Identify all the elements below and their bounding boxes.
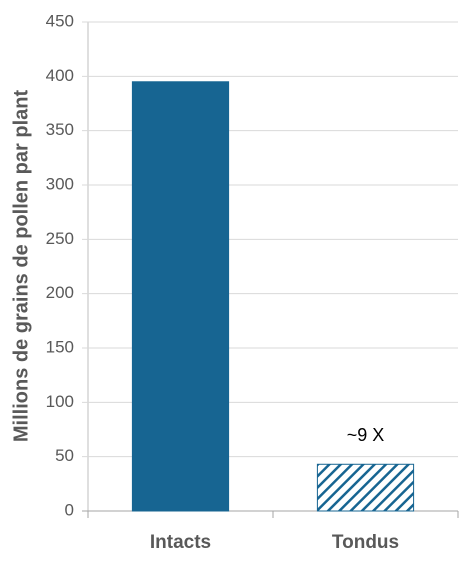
x-tick-label: Tondus — [332, 532, 399, 553]
y-tick-label: 400 — [46, 66, 74, 85]
y-tick-label: 50 — [55, 446, 74, 465]
annotation: ~9 X — [347, 425, 385, 445]
y-tick-label: 300 — [46, 174, 74, 193]
y-tick-label: 350 — [46, 120, 74, 139]
y-tick-label: 450 — [46, 11, 74, 30]
y-tick-label: 150 — [46, 337, 74, 356]
y-tick-label: 0 — [65, 500, 74, 519]
y-tick-label: 250 — [46, 229, 74, 248]
bar — [131, 81, 230, 512]
x-tick-label: Intacts — [150, 532, 211, 553]
y-axis-label: Millions de grains de pollen par plant — [10, 90, 32, 443]
bar — [316, 463, 415, 512]
y-tick-label: 200 — [46, 283, 74, 302]
y-tick-label: 100 — [46, 392, 74, 411]
